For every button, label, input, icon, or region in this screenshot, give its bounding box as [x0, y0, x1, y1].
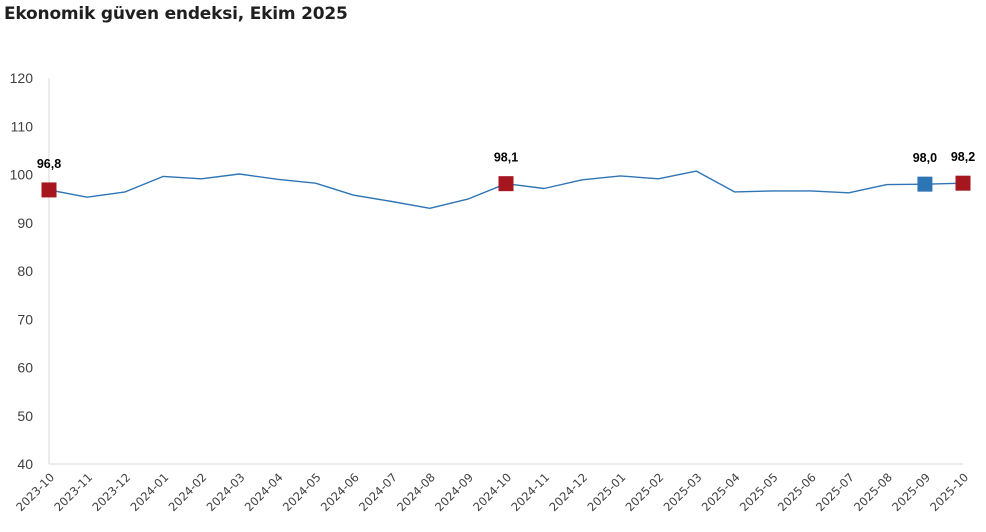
x-tick-label: 2025-10 — [927, 470, 971, 514]
x-tick-label: 2023-12 — [89, 470, 133, 514]
data-label: 98,2 — [951, 150, 975, 164]
data-point-marker — [498, 176, 514, 192]
y-tick-label: 70 — [17, 311, 33, 327]
data-label: 96,8 — [37, 157, 61, 171]
x-tick-label: 2024-03 — [204, 470, 248, 514]
x-tick-label: 2025-05 — [737, 470, 781, 514]
x-tick-label: 2025-03 — [661, 470, 705, 514]
data-label: 98,0 — [913, 151, 937, 165]
x-tick-label: 2023-10 — [13, 470, 57, 514]
x-tick-label: 2024-04 — [242, 470, 286, 514]
data-point-marker — [41, 182, 57, 198]
y-tick-label: 60 — [17, 360, 33, 376]
y-tick-label: 40 — [17, 456, 33, 472]
y-tick-label: 90 — [17, 215, 33, 231]
plot-area: 96,8 98,1 98,0 98,2 — [37, 150, 975, 210]
x-tick-label: 2024-01 — [127, 470, 171, 514]
x-tick-label: 2024-12 — [546, 470, 590, 514]
x-tick-label: 2025-07 — [813, 470, 857, 514]
data-point-marker — [955, 175, 971, 191]
x-tick-label: 2024-11 — [508, 470, 552, 514]
x-tick-label: 2024-07 — [356, 470, 400, 514]
x-tick-label: 2025-06 — [775, 470, 819, 514]
x-tick-label: 2025-02 — [623, 470, 667, 514]
chart-title: Ekonomik güven endeksi, Ekim 2025 — [4, 4, 348, 24]
x-tick-label: 2023-11 — [51, 470, 95, 514]
x-tick-label: 2024-10 — [470, 470, 514, 514]
x-tick-label: 2024-02 — [166, 470, 210, 514]
y-tick-label: 110 — [11, 118, 34, 134]
y-tick-label: 100 — [10, 167, 34, 183]
x-axis: 2023-102023-112023-122024-012024-022024-… — [13, 463, 971, 514]
data-label: 98,1 — [494, 151, 518, 165]
y-axis: 40 50 60 70 80 90 100 110 120 — [10, 70, 50, 472]
x-tick-label: 2025-04 — [699, 470, 743, 514]
x-tick-label: 2025-01 — [584, 470, 628, 514]
x-tick-label: 2025-09 — [889, 470, 933, 514]
x-tick-label: 2024-09 — [432, 470, 476, 514]
y-tick-label: 120 — [10, 70, 34, 86]
x-tick-label: 2024-06 — [318, 470, 362, 514]
y-tick-label: 50 — [17, 408, 33, 424]
x-tick-label: 2024-05 — [280, 470, 324, 514]
y-tick-label: 80 — [17, 263, 33, 279]
x-tick-label: 2025-08 — [851, 470, 895, 514]
x-tick-label: 2024-08 — [394, 470, 438, 514]
data-point-marker — [917, 176, 933, 192]
